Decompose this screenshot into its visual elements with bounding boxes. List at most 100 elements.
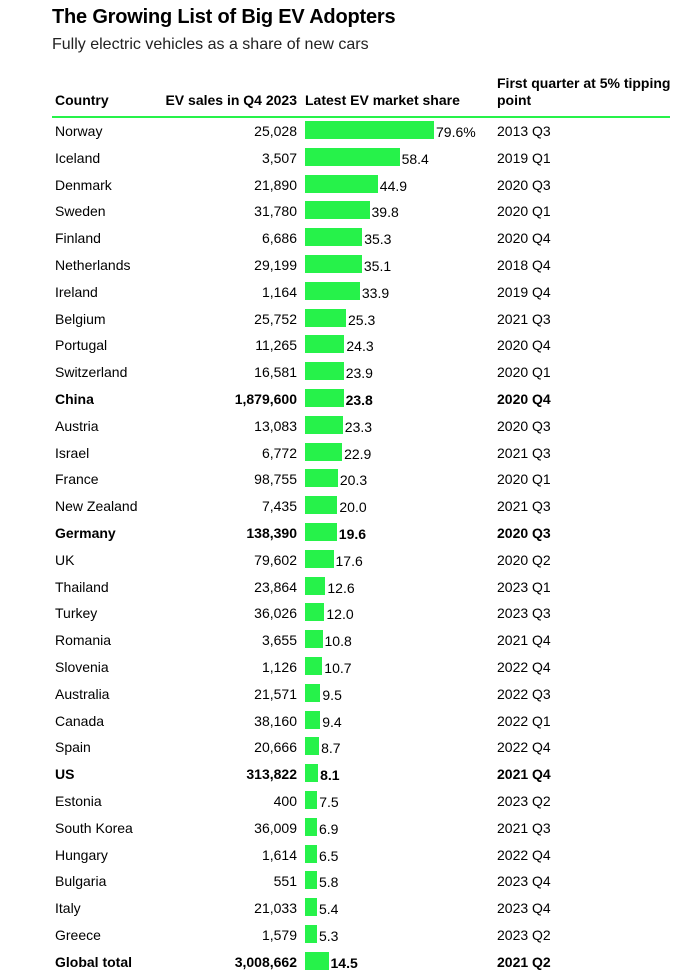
share-bar [305,683,321,702]
first-quarter-cell: 2020 Q2 [497,551,551,568]
sales-cell: 25,028 [254,123,297,139]
share-value-label: 20.3 [339,472,368,489]
table-row: Sweden 31,780 39.8 2020 Q1 [0,198,696,224]
header-first-quarter: First quarter at 5% tipping point [497,75,671,108]
country-cell: Ireland [55,283,98,300]
share-bar [305,791,318,809]
share-value-label: 5.4 [319,901,339,918]
sales-cell: 23,864 [254,578,297,595]
share-value-label: 58.4 [401,150,429,167]
table-row: Australia 21,571 9.5 2022 Q3 [0,681,696,707]
country-cell: Slovenia [55,659,109,675]
sales-cell: 400 [273,793,297,809]
country-cell: Belgium [55,310,106,327]
share-value-label: 12.0 [326,606,354,623]
header-share: Latest EV market share [305,92,460,108]
table-row: Hungary 1,614 6.5 2022 Q4 [0,842,696,868]
share-value-label: 14.5 [330,954,358,971]
share-bar [305,281,360,300]
share-value-label: 6.9 [319,820,339,837]
table-row: Iceland 3,507 58.4 2019 Q1 [0,145,696,171]
table-row: Switzerland 16,581 23.9 2020 Q1 [0,359,696,385]
first-quarter-cell: 2019 Q1 [497,149,551,166]
first-quarter-cell: 2020 Q1 [497,203,551,220]
header-rule [52,116,670,118]
share-value-label: 35.3 [364,231,392,248]
share-value-label: 6.5 [319,847,339,864]
sales-cell: 3,008,662 [234,953,297,970]
first-quarter-cell: 2020 Q1 [497,471,551,488]
share-bar [305,576,326,595]
table-row: UK 79,602 17.6 2020 Q2 [0,547,696,573]
table-row: Belgium 25,752 25.3 2021 Q3 [0,306,696,332]
sales-cell: 1,879,600 [234,391,297,407]
share-value-label: 23.3 [344,418,373,435]
sales-cell: 98,755 [254,471,297,488]
country-cell: Finland [55,230,101,247]
first-quarter-cell: 2020 Q4 [497,391,551,407]
share-bar [305,147,400,166]
country-cell: Bulgaria [55,873,107,890]
table-row: Global total 3,008,662 14.5 2021 Q2 [0,949,696,975]
sales-cell: 25,752 [254,310,297,327]
share-bar [305,121,434,139]
share-bar [305,469,338,488]
share-value-label: 8.1 [320,767,340,784]
sales-cell: 79,602 [254,551,297,568]
country-cell: Hungary [55,846,108,863]
header-sales: EV sales in Q4 2023 [165,92,297,108]
share-value-label: 7.5 [319,794,339,810]
share-value-label: 17.6 [335,552,363,569]
share-bar [305,255,362,273]
table-row: Romania 3,655 10.8 2021 Q4 [0,627,696,653]
chart-title: The Growing List of Big EV Adopters [52,6,396,28]
first-quarter-cell: 2020 Q3 [497,176,551,193]
table-row: Ireland 1,164 33.9 2019 Q4 [0,279,696,305]
sales-cell: 38,160 [254,712,297,729]
first-quarter-cell: 2022 Q4 [497,739,551,756]
country-cell: France [55,471,99,488]
share-bar [305,710,321,729]
table-row: Spain 20,666 8.7 2022 Q4 [0,734,696,760]
first-quarter-cell: 2023 Q2 [497,793,551,809]
share-bar [305,228,363,247]
first-quarter-cell: 2023 Q2 [497,927,551,943]
sales-cell: 551 [273,873,297,890]
first-quarter-cell: 2020 Q1 [497,364,551,381]
share-bar [305,442,343,461]
share-value-label: 10.8 [324,633,352,650]
first-quarter-cell: 2021 Q4 [497,632,551,649]
share-value-label: 10.7 [324,660,352,676]
table-row: Norway 25,028 79.6% 2013 Q3 [0,118,696,144]
first-quarter-cell: 2020 Q4 [497,230,551,247]
country-cell: Australia [55,685,110,702]
sales-cell: 1,126 [261,659,297,675]
first-quarter-cell: 2021 Q2 [497,953,551,970]
share-value-label: 25.3 [348,311,376,328]
country-cell: Germany [55,525,116,541]
chart-subtitle: Fully electric vehicles as a share of ne… [52,36,369,53]
share-value-label: 22.9 [344,445,372,462]
share-bar [305,362,344,381]
country-cell: Portugal [55,337,108,354]
share-value-label: 9.4 [322,713,342,730]
first-quarter-cell: 2021 Q3 [497,444,551,461]
country-cell: Italy [55,900,81,917]
share-bar [305,925,317,943]
first-quarter-cell: 2022 Q4 [497,659,551,675]
share-bar [305,415,343,434]
country-cell: Iceland [55,149,101,166]
first-quarter-cell: 2020 Q3 [497,525,551,541]
share-bar [305,898,317,917]
country-cell: Estonia [55,793,102,809]
share-bar [305,389,344,407]
sales-cell: 138,390 [246,525,297,541]
share-bar [305,308,346,327]
first-quarter-cell: 2021 Q3 [497,498,551,515]
table-row: New Zealand 7,435 20.0 2021 Q3 [0,493,696,519]
table-row: Greece 1,579 5.3 2023 Q2 [0,922,696,948]
country-cell: UK [55,551,75,568]
sales-cell: 31,780 [254,203,297,220]
share-value-label: 44.9 [379,177,408,194]
share-bar [305,201,370,220]
